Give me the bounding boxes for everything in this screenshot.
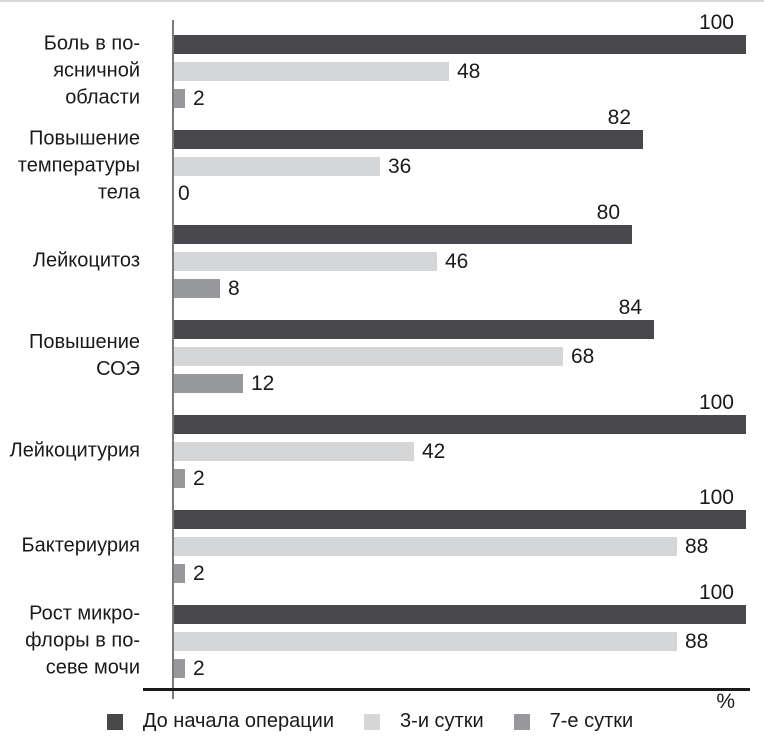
value-label-series1-cat4: 84 (618, 296, 642, 319)
bar-series1-cat7 (174, 605, 746, 624)
category-label-1: Боль в по- ясничной области (43, 32, 140, 109)
bar-series2-cat4 (174, 347, 563, 366)
bar-series3-cat6 (174, 564, 185, 583)
legend-label-series-2: 3-и сутки (400, 710, 484, 732)
bar-series3-cat5 (174, 469, 185, 488)
bar-series2-cat1 (174, 62, 449, 81)
bar-series1-cat2 (174, 130, 643, 149)
bar-series1-cat1 (174, 35, 746, 54)
category-label-7: Рост микро- флоры в по- севе мочи (25, 602, 140, 679)
bar-series2-cat6 (174, 537, 677, 556)
bar-series1-cat3 (174, 225, 632, 244)
bar-series1-cat4 (174, 320, 654, 339)
x-axis-unit-label: % (716, 690, 735, 713)
legend-label-series-1: До начала операции (142, 710, 335, 732)
bar-series3-cat3 (174, 279, 220, 298)
legend-item-series-1: До начала операции (106, 710, 335, 733)
value-label-series3-cat2: 0 (178, 182, 190, 205)
legend-swatch-series-1 (106, 713, 123, 730)
bar-series3-cat1 (174, 89, 185, 108)
bar-series3-cat7 (174, 659, 185, 678)
value-label-series2-cat7: 88 (685, 630, 709, 653)
value-label-series3-cat5: 2 (193, 467, 205, 490)
legend: До начала операции 3-и сутки 7-е сутки (0, 710, 740, 733)
bar-series2-cat5 (174, 442, 414, 461)
value-label-series1-cat3: 80 (596, 201, 620, 224)
value-label-series2-cat5: 42 (422, 440, 446, 463)
bar-series2-cat7 (174, 632, 677, 651)
category-axis-line (172, 20, 174, 699)
legend-item-series-3: 7-е сутки (513, 710, 634, 733)
category-label-3: Лейкоцитоз (32, 249, 140, 272)
value-label-series2-cat3: 46 (445, 250, 469, 273)
bar-series2-cat3 (174, 252, 437, 271)
value-label-series3-cat7: 2 (193, 657, 205, 680)
value-label-series2-cat1: 48 (457, 60, 481, 83)
category-label-2: Повышение температуры тела (17, 127, 140, 204)
bar-series3-cat4 (174, 374, 243, 393)
bar-series1-cat6 (174, 510, 746, 529)
category-label-5: Лейкоцитурия (9, 439, 140, 462)
value-label-series2-cat6: 88 (685, 535, 709, 558)
value-label-series1-cat7: 100 (698, 581, 734, 604)
value-label-series3-cat4: 12 (251, 372, 275, 395)
legend-swatch-series-3 (513, 713, 530, 730)
value-label-series1-cat6: 100 (698, 486, 734, 509)
value-label-series3-cat1: 2 (193, 87, 205, 110)
value-label-series2-cat4: 68 (571, 345, 595, 368)
value-label-series1-cat2: 82 (607, 106, 631, 129)
legend-swatch-series-2 (364, 713, 381, 730)
legend-label-series-3: 7-е сутки (549, 710, 634, 732)
legend-item-series-2: 3-и сутки (364, 710, 484, 733)
value-label-series3-cat3: 8 (228, 277, 240, 300)
value-axis-line (143, 688, 750, 691)
value-label-series3-cat6: 2 (193, 562, 205, 585)
value-label-series1-cat5: 100 (698, 391, 734, 414)
value-label-series1-cat1: 100 (698, 11, 734, 34)
value-label-series2-cat2: 36 (388, 155, 412, 178)
bar-series1-cat5 (174, 415, 746, 434)
bar-series2-cat2 (174, 157, 380, 176)
category-label-6: Бактериурия (21, 534, 140, 557)
category-label-4: Повышение СОЭ (28, 331, 140, 380)
